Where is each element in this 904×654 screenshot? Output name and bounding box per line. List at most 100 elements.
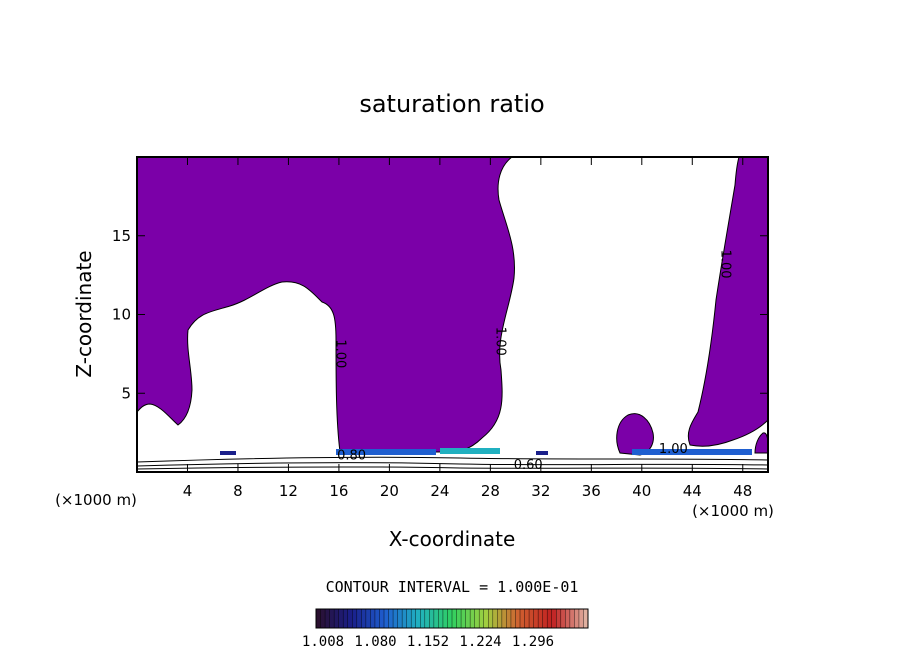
colorbar-swatch	[492, 609, 498, 628]
colorbar-swatch	[524, 609, 530, 628]
y-tick-label: 15	[112, 227, 131, 245]
contour-line	[136, 456, 769, 463]
y-tick-label: 5	[121, 384, 131, 402]
colorbar: 1.008 1.080 1.152 1.224 1.296	[302, 608, 589, 650]
colorbar-swatch	[361, 609, 367, 628]
colorbar-swatch	[438, 609, 444, 628]
x-tick-label: 28	[481, 482, 500, 500]
colorbar-swatch	[556, 609, 562, 628]
colorbar-tick-label: 1.296	[512, 634, 554, 650]
colorbar-swatch	[506, 609, 512, 628]
colorbar-swatch	[551, 609, 557, 628]
colorbar-swatch	[515, 609, 521, 628]
colorbar-labels: 1.008 1.080 1.152 1.224 1.296	[302, 634, 554, 650]
colorbar-swatch	[560, 609, 566, 628]
colorbar-tick-label: 1.080	[354, 634, 396, 650]
saturation-region-right	[687, 156, 769, 447]
colorbar-swatch	[429, 609, 435, 628]
chart-title: saturation ratio	[359, 90, 544, 118]
x-tick-label: 16	[329, 482, 348, 500]
contour-label: 1.00	[493, 327, 508, 356]
x-tick-label: 4	[183, 482, 193, 500]
colorbar-swatch	[470, 609, 476, 628]
x-tick-label: 44	[683, 482, 702, 500]
saturation-streak	[536, 451, 548, 455]
x-tick-label: 24	[430, 482, 449, 500]
colorbar-swatch	[520, 609, 526, 628]
colorbar-swatch	[424, 609, 430, 628]
colorbar-swatch	[370, 609, 376, 628]
colorbar-swatch	[338, 609, 344, 628]
colorbar-swatch	[415, 609, 421, 628]
contour-label: 1.00	[717, 250, 732, 279]
x-tick-label: 12	[279, 482, 298, 500]
colorbar-swatch	[447, 609, 453, 628]
colorbar-swatch	[483, 609, 489, 628]
saturation-streak	[440, 448, 500, 454]
colorbar-swatch	[379, 609, 385, 628]
colorbar-swatch	[578, 609, 584, 628]
colorbar-swatch	[393, 609, 399, 628]
x-tick-label: 8	[233, 482, 243, 500]
colorbar-swatch	[488, 609, 494, 628]
colorbar-swatch	[320, 609, 326, 628]
x-tick-label: 40	[632, 482, 651, 500]
colorbar-swatch	[510, 609, 516, 628]
colorbar-swatch	[456, 609, 462, 628]
colorbar-swatch	[347, 609, 353, 628]
colorbar-tick-label: 1.008	[302, 634, 344, 650]
contour-line	[136, 462, 769, 467]
colorbar-swatch	[565, 609, 571, 628]
colorbar-swatch	[325, 609, 331, 628]
contour-label: 1.00	[659, 442, 688, 457]
colorbar-swatch	[538, 609, 544, 628]
contour-line	[136, 466, 769, 470]
colorbar-swatch	[569, 609, 575, 628]
saturation-streak	[220, 451, 236, 455]
colorbar-swatch	[574, 609, 580, 628]
x-tick-label: 48	[733, 482, 752, 500]
colorbar-swatch	[365, 609, 371, 628]
contour-label: 1.00	[332, 339, 347, 368]
colorbar-swatch	[474, 609, 480, 628]
colorbar-swatch	[397, 609, 403, 628]
y-axis: 5 10 15	[112, 227, 768, 402]
colorbar-swatch	[356, 609, 362, 628]
colorbar-swatch	[406, 609, 412, 628]
saturation-streak	[632, 449, 752, 455]
x-axis-label: X-coordinate	[389, 527, 516, 551]
colorbar-swatch	[583, 609, 589, 628]
colorbar-swatch	[374, 609, 380, 628]
x-tick-label: 32	[531, 482, 550, 500]
colorbar-tick-label: 1.224	[459, 634, 501, 650]
colorbar-swatch	[388, 609, 394, 628]
colorbar-swatch	[420, 609, 426, 628]
colorbar-swatch	[547, 609, 553, 628]
colorbar-swatch	[433, 609, 439, 628]
x-unit-left: (×1000 m)	[55, 491, 137, 509]
x-unit-right: (×1000 m)	[692, 502, 774, 520]
colorbar-swatch	[533, 609, 539, 628]
contour-labels: 1.00 1.00 1.00 0.80 0.60 1.00	[332, 250, 732, 473]
colorbar-swatches	[315, 609, 589, 628]
colorbar-swatch	[352, 609, 358, 628]
colorbar-swatch	[497, 609, 503, 628]
colorbar-swatch	[442, 609, 448, 628]
saturation-streak	[336, 449, 436, 455]
colorbar-swatch	[542, 609, 548, 628]
colorbar-swatch	[316, 609, 322, 628]
colorbar-swatch	[343, 609, 349, 628]
x-tick-label: 36	[582, 482, 601, 500]
x-tick-label: 20	[380, 482, 399, 500]
contour-label: 0.60	[514, 458, 543, 473]
colorbar-frame	[315, 608, 589, 629]
contour-label: 0.80	[337, 448, 366, 463]
colorbar-tick-label: 1.152	[407, 634, 449, 650]
colorbar-swatch	[452, 609, 458, 628]
colorbar-swatch	[465, 609, 471, 628]
colorbar-swatch	[501, 609, 507, 628]
colorbar-swatch	[384, 609, 390, 628]
y-tick-label: 10	[112, 306, 131, 324]
plot-area: 1.00 1.00 1.00 0.80 0.60 1.00	[136, 156, 769, 473]
